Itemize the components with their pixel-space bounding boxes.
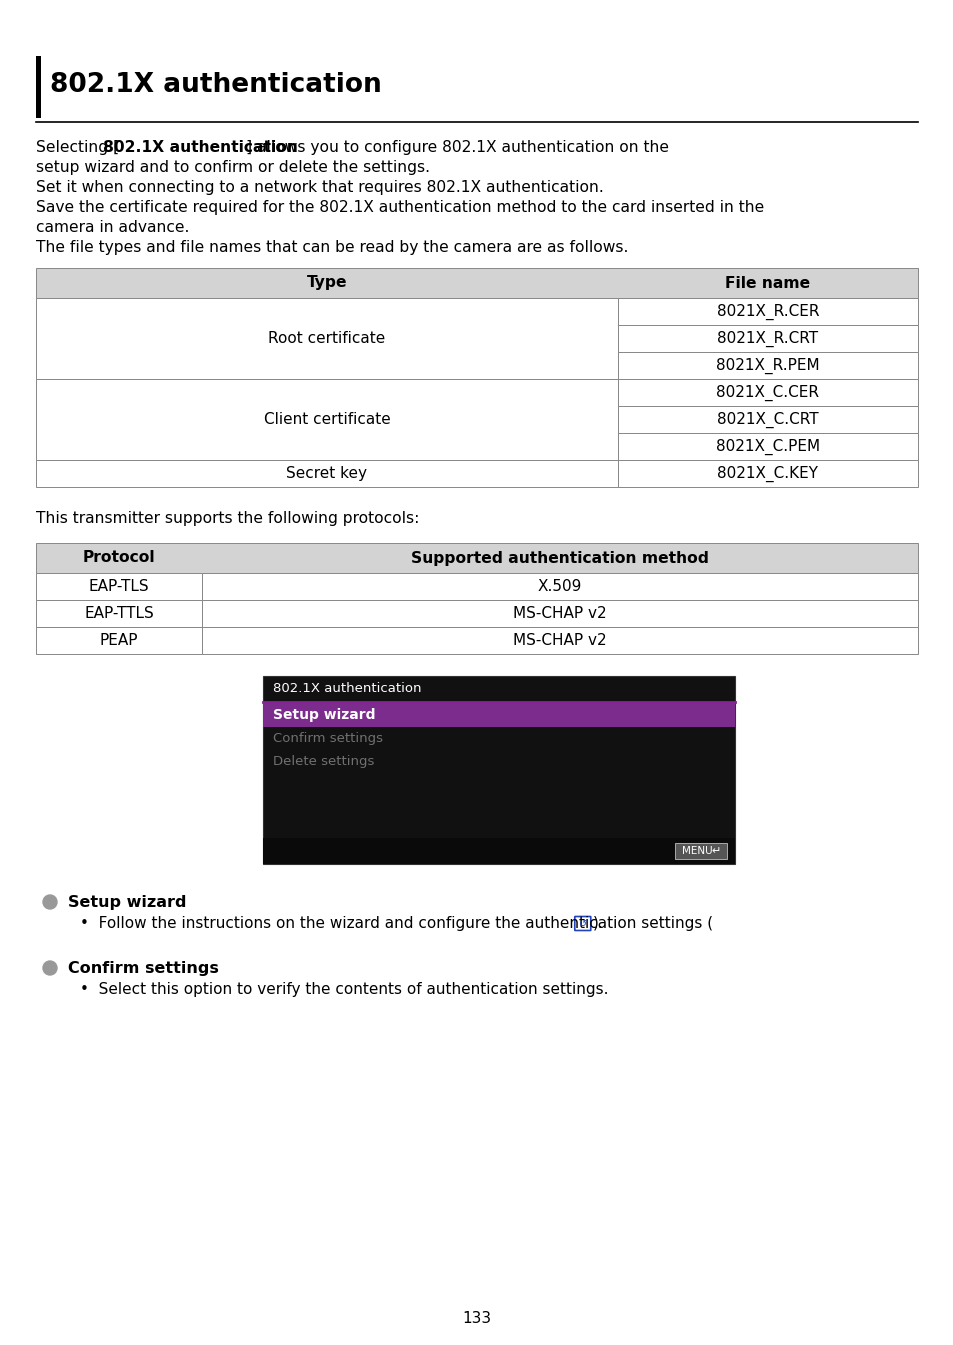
Text: Selecting [: Selecting [ [36,140,119,155]
Text: This transmitter supports the following protocols:: This transmitter supports the following … [36,511,419,526]
Text: ] allows you to configure 802.1X authentication on the: ] allows you to configure 802.1X authent… [246,140,668,155]
Text: Root certificate: Root certificate [268,331,385,346]
Text: Set it when connecting to a network that requires 802.1X authentication.: Set it when connecting to a network that… [36,180,603,195]
Bar [618,352,917,379]
Text: ↵: ↵ [711,846,720,855]
Text: Setup wizard: Setup wizard [68,894,186,909]
Bar [618,460,917,487]
Text: Type: Type [307,276,347,291]
Text: MS-CHAP v2: MS-CHAP v2 [513,607,606,621]
Bar [618,299,917,325]
Text: 8021X_R.CRT: 8021X_R.CRT [717,331,818,347]
Text: ↺: ↺ [578,919,586,928]
Bar [263,702,734,728]
Bar [36,543,917,573]
Bar [36,379,618,460]
Text: •  Select this option to verify the contents of authentication settings.: • Select this option to verify the conte… [80,982,608,997]
Text: setup wizard and to confirm or delete the settings.: setup wizard and to confirm or delete th… [36,160,430,175]
Text: Supported authentication method: Supported authentication method [411,550,708,565]
Bar [36,460,618,487]
Text: Setup wizard: Setup wizard [273,707,375,721]
Text: 8021X_C.CER: 8021X_C.CER [716,385,819,401]
Bar [675,843,726,859]
Text: PEAP: PEAP [100,633,138,648]
Text: 802.1X authentication: 802.1X authentication [103,140,297,155]
Text: 802.1X authentication: 802.1X authentication [50,73,381,98]
Circle shape [43,960,57,975]
Bar [618,325,917,352]
Bar [36,268,917,299]
Text: Protocol: Protocol [83,550,155,565]
Text: 8021X_C.PEM: 8021X_C.PEM [715,438,820,455]
Text: EAP-TLS: EAP-TLS [89,578,150,594]
Bar [36,299,618,379]
Bar [263,677,734,863]
Bar [618,406,917,433]
Text: 8021X_C.KEY: 8021X_C.KEY [717,465,818,482]
Text: 8021X_R.CER: 8021X_R.CER [716,304,819,320]
Text: 133: 133 [462,1311,491,1326]
Text: Client certificate: Client certificate [263,412,390,426]
Text: Secret key: Secret key [286,465,367,482]
Text: EAP-TTLS: EAP-TTLS [84,607,153,621]
Text: MENU: MENU [680,846,711,855]
Bar [202,627,917,654]
Bar [36,573,202,600]
Text: •  Follow the instructions on the wizard and configure the authentication settin: • Follow the instructions on the wizard … [80,916,713,931]
Text: Confirm settings: Confirm settings [68,960,218,975]
Bar [202,573,917,600]
Text: 802.1X authentication: 802.1X authentication [273,682,421,695]
Bar [36,56,41,118]
Text: 8021X_C.CRT: 8021X_C.CRT [717,412,818,428]
Bar [618,433,917,460]
Text: ).: ). [593,916,603,931]
Text: MS-CHAP v2: MS-CHAP v2 [513,633,606,648]
Bar [618,379,917,406]
Text: X.509: X.509 [537,578,581,594]
Bar [36,600,202,627]
Bar [202,600,917,627]
Text: Confirm settings: Confirm settings [273,732,382,745]
Text: File name: File name [724,276,810,291]
Bar [36,627,202,654]
Bar [263,838,734,863]
Text: camera in advance.: camera in advance. [36,221,190,235]
Circle shape [43,894,57,909]
FancyBboxPatch shape [574,916,590,931]
Text: The file types and file names that can be read by the camera are as follows.: The file types and file names that can b… [36,239,628,256]
Text: Delete settings: Delete settings [273,755,374,768]
Text: Save the certificate required for the 802.1X authentication method to the card i: Save the certificate required for the 80… [36,200,763,215]
Text: 8021X_R.PEM: 8021X_R.PEM [716,358,819,374]
